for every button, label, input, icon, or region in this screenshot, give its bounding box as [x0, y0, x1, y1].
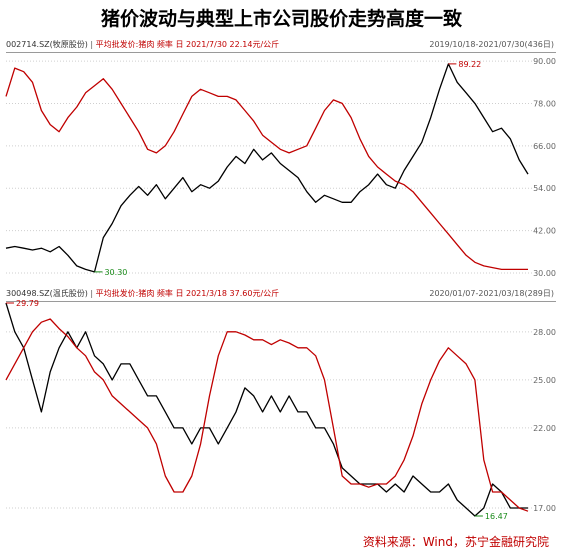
panel-2-y-tick-label: 25.00	[533, 376, 556, 385]
panel-1-y-tick-label: 66.00	[533, 142, 556, 151]
panel-1-max-label: 89.22	[458, 60, 481, 69]
panel-1-indicator-label: 平均批发价:猪肉 频率 日 2021/7/30 22.14元/公斤	[95, 40, 280, 49]
panel-2-y-tick-label: 28.00	[533, 328, 556, 337]
panel-1-y-tick-label: 54.00	[533, 184, 556, 193]
page-title: 猪价波动与典型上市公司股价走势高度一致	[100, 8, 462, 30]
panel-1-stock-label: 002714.SZ(牧原股份)	[6, 40, 88, 49]
panel-1-min-label: 30.30	[104, 268, 127, 277]
panel-2-indicator-label: 平均批发价:猪肉 频率 日 2021/3/18 37.60元/公斤	[95, 289, 280, 298]
panel-1-series-pork-price-line	[5, 67, 528, 271]
panel-2-min-label: 16.47	[485, 512, 508, 521]
panel-1-y-tick-label: 30.00	[533, 269, 556, 278]
panel-2-series-pork-price-line	[5, 318, 529, 512]
panel-1-y-tick-label: 90.00	[533, 57, 556, 66]
panel-1-header: 002714.SZ(牧原股份) | 平均批发价:猪肉 频率 日 2021/7/3…	[6, 40, 554, 49]
panel-2-date-range: 2020/01/07-2021/03/18(289日)	[429, 289, 554, 298]
panel-2-header: 300498.SZ(温氏股份) | 平均批发价:猪肉 频率 日 2021/3/1…	[6, 289, 554, 298]
source-note: 资料来源：Wind，苏宁金融研究院	[362, 535, 549, 549]
panel-2-y-tick-label: 22.00	[533, 424, 556, 433]
panel-2-divider	[6, 301, 556, 302]
panel-2-max-label: 29.79	[16, 299, 39, 308]
panel-2-y-tick-label: 17.00	[533, 504, 556, 513]
panel-1-y-tick-label: 42.00	[533, 227, 556, 236]
panel-1-date-range: 2019/10/18-2021/07/30(436日)	[429, 40, 554, 49]
panel-2-stock-label: 300498.SZ(温氏股份)	[6, 289, 88, 298]
panel-1-y-tick-label: 78.00	[533, 99, 556, 108]
panel-1-series-stock-line	[5, 63, 529, 273]
panel-2-series-stock-line	[5, 302, 528, 517]
panel-1-divider	[6, 52, 556, 53]
